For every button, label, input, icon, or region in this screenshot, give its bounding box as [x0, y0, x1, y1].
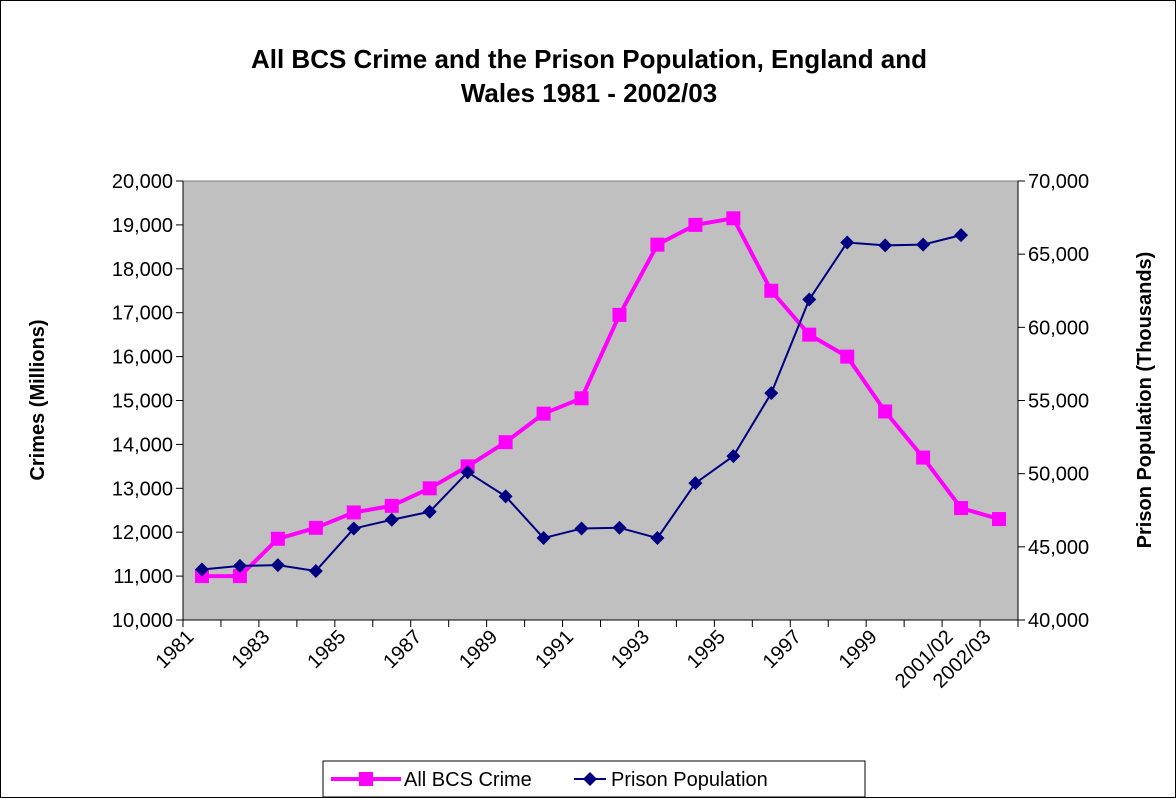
all-bcs-crime-point — [802, 327, 817, 342]
legend: All BCS Crime Prison Population — [322, 760, 866, 798]
x-tick-label: 1995 — [683, 626, 730, 673]
prison-population-point — [612, 520, 627, 535]
all-bcs-crime-point — [992, 512, 1007, 527]
right-tick-label: 50,000 — [1028, 464, 1089, 486]
all-bcs-crime-point — [840, 349, 855, 364]
all-bcs-crime-point — [270, 531, 285, 546]
x-tick-label: 1993 — [607, 626, 654, 673]
legend-crime-marker — [359, 772, 373, 786]
all-bcs-crime-point — [650, 237, 665, 252]
all-bcs-crime-point — [232, 569, 247, 584]
prison-population-point — [802, 292, 817, 307]
all-bcs-crime-point — [346, 505, 361, 520]
prison-population-point — [650, 531, 665, 546]
right-tick-label: 55,000 — [1028, 391, 1089, 413]
prison-population-point — [270, 558, 285, 573]
prison-population-point — [308, 563, 323, 578]
all-bcs-crime-point — [612, 307, 627, 322]
left-axis-title: Crimes (Millions) — [27, 319, 49, 480]
right-tick-label: 60,000 — [1028, 317, 1089, 339]
right-tick-label: 40,000 — [1028, 610, 1089, 632]
right-tick-label: 70,000 — [1028, 171, 1089, 193]
left-tick-label: 18,000 — [112, 259, 173, 281]
prison-population-point — [954, 228, 969, 243]
all-bcs-crime-point — [384, 498, 399, 513]
left-tick-label: 12,000 — [112, 522, 173, 544]
x-tick-label: 1983 — [227, 626, 274, 673]
prison-population-point — [346, 521, 361, 536]
chart-title-line-1: All BCS Crime and the Prison Population,… — [251, 44, 927, 74]
prison-population-point — [384, 512, 399, 527]
all-bcs-crime-point — [498, 435, 513, 450]
legend-prison-label: Prison Population — [611, 769, 768, 791]
prison-population-point — [232, 558, 247, 573]
x-tick-label: 1991 — [531, 626, 578, 673]
prison-population-point — [422, 504, 437, 519]
all-bcs-crime-point — [726, 211, 741, 226]
prison-population-point — [878, 238, 893, 253]
all-bcs-crime-point — [422, 481, 437, 496]
series-layer — [194, 211, 1007, 584]
all-bcs-crime-point — [536, 406, 551, 421]
x-tick-label: 1997 — [759, 626, 806, 673]
all-bcs-crime-point — [308, 520, 323, 535]
right-tick-label: 45,000 — [1028, 537, 1089, 559]
left-tick-label: 15,000 — [112, 391, 173, 413]
all-bcs-crime-point — [878, 404, 893, 419]
x-tick-label: 1985 — [303, 626, 350, 673]
all-bcs-crime-point — [688, 217, 703, 232]
plot-area — [182, 180, 1019, 621]
x-tick-label: 1987 — [379, 626, 426, 673]
legend-prison-marker — [583, 772, 597, 786]
legend-crime-label: All BCS Crime — [404, 769, 532, 791]
left-tick-label: 10,000 — [112, 610, 173, 632]
x-tick-label: 1999 — [835, 626, 882, 673]
prison-population-point — [726, 449, 741, 464]
prison-population-point — [498, 489, 513, 504]
prison-population-point — [460, 465, 475, 480]
prison-population-point — [764, 386, 779, 401]
left-tick-label: 19,000 — [112, 215, 173, 237]
prison-population-point — [574, 521, 589, 536]
left-tick-label: 17,000 — [112, 303, 173, 325]
prison-population-point — [194, 562, 209, 577]
left-tick-label: 16,000 — [112, 347, 173, 369]
right-y-axis: 40,000 45,000 50,000 55,000 60,000 65,000 70,0… — [1017, 171, 1089, 632]
right-axis-title: Prison Population (Thousands) — [1134, 252, 1156, 549]
right-tick-label: 65,000 — [1028, 244, 1089, 266]
all-bcs-crime-point — [954, 501, 969, 516]
all-bcs-crime-point — [574, 391, 589, 406]
all-bcs-crime-line — [201, 216, 1000, 579]
x-axis: 1981 1983 1985 1987 1989 1991 1993 1995 1997 1999… — [152, 619, 1019, 693]
all-bcs-crime-point — [764, 283, 779, 298]
left-tick-label: 11,000 — [113, 566, 173, 588]
left-y-axis: 10,000 11,000 12,000 13,000 14,000 15,000 16,0… — [112, 171, 184, 632]
left-tick-label: 20,000 — [112, 171, 173, 193]
left-tick-label: 14,000 — [112, 434, 173, 456]
left-tick-label: 13,000 — [112, 478, 173, 500]
x-tick-label: 1989 — [455, 626, 502, 673]
prison-population-point — [536, 531, 551, 546]
prison-population-point — [688, 476, 703, 491]
prison-population-point — [840, 235, 855, 250]
all-bcs-crime-point — [916, 450, 931, 465]
x-tick-label: 1981 — [152, 626, 199, 673]
chart-title-line-2: Wales 1981 - 2002/03 — [461, 78, 717, 108]
prison-population-point — [916, 237, 931, 252]
